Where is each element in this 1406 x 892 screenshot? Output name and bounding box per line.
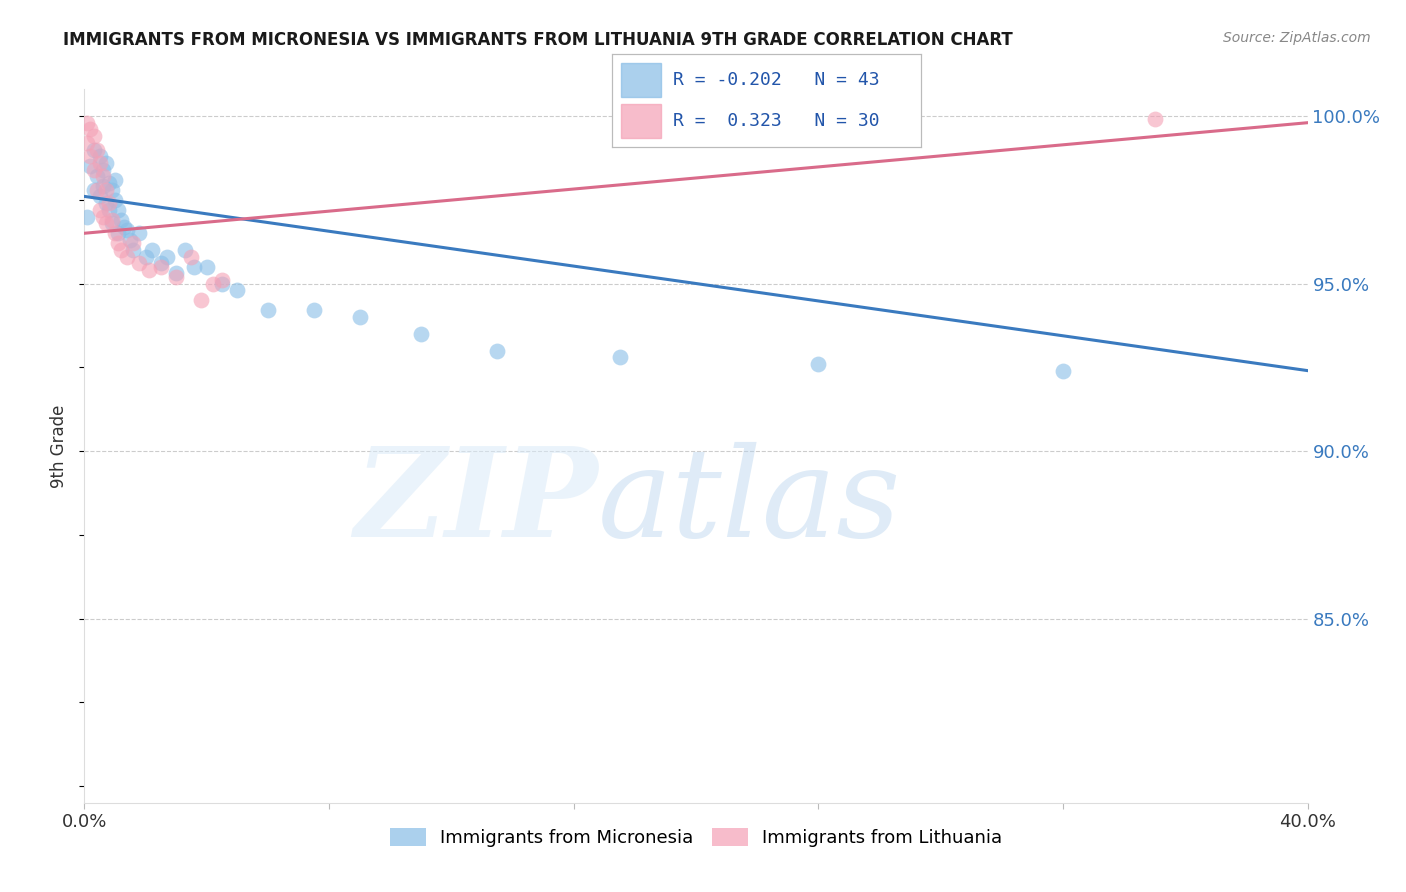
Point (91, 179, 114, 194)
Point (94, 196, 117, 211)
Point (83, 129, 105, 144)
Point (226, 283, 249, 297)
Point (76, 116, 98, 130)
Point (122, 236, 145, 251)
Point (110, 212, 132, 227)
Point (149, 256, 172, 270)
Bar (621, 63, 661, 96)
Point (112, 219, 135, 234)
Point (107, 202, 129, 217)
Text: R =  0.323   N = 30: R = 0.323 N = 30 (673, 112, 880, 130)
Point (211, 273, 233, 287)
Point (110, 243, 132, 257)
Point (807, 357, 830, 371)
Text: R = -0.202   N = 43: R = -0.202 N = 43 (673, 70, 880, 88)
Point (115, 250, 138, 264)
Point (107, 236, 129, 251)
Point (211, 277, 233, 291)
Point (156, 250, 179, 264)
Point (97, 202, 120, 217)
Point (107, 227, 129, 241)
Point (122, 243, 145, 257)
Point (101, 216, 124, 230)
Text: ZIP: ZIP (354, 442, 598, 564)
Point (115, 223, 138, 237)
Point (128, 227, 150, 241)
Point (89, 149, 111, 163)
Point (1052, 363, 1074, 377)
Point (83, 143, 105, 157)
Point (486, 343, 509, 358)
Point (174, 243, 197, 257)
Point (257, 303, 280, 318)
Point (83, 162, 105, 177)
Point (79, 122, 101, 136)
Point (183, 260, 205, 274)
Point (97, 196, 120, 211)
Point (409, 326, 432, 341)
Text: atlas: atlas (598, 442, 901, 564)
Point (101, 183, 124, 197)
Y-axis label: 9th Grade: 9th Grade (51, 404, 69, 488)
Point (141, 243, 163, 257)
Point (135, 250, 157, 264)
Point (86, 183, 108, 197)
Point (302, 303, 325, 318)
Bar (621, 104, 661, 138)
Point (1143, 112, 1166, 127)
Point (89, 202, 111, 217)
Point (89, 189, 111, 203)
Point (120, 233, 142, 247)
Point (104, 172, 127, 186)
Point (83, 183, 105, 197)
Point (91, 210, 114, 224)
Point (94, 156, 117, 170)
Text: IMMIGRANTS FROM MICRONESIA VS IMMIGRANTS FROM LITHUANIA 9TH GRADE CORRELATION CH: IMMIGRANTS FROM MICRONESIA VS IMMIGRANTS… (63, 31, 1012, 49)
Point (165, 267, 187, 281)
Point (79, 149, 101, 163)
Point (609, 350, 631, 364)
Point (101, 212, 124, 227)
Point (97, 176, 120, 190)
Point (94, 183, 117, 197)
Point (195, 260, 218, 274)
Point (128, 256, 150, 270)
Point (91, 169, 114, 184)
Point (201, 277, 224, 291)
Point (349, 310, 371, 324)
Point (165, 269, 187, 284)
Point (104, 193, 127, 207)
Point (190, 293, 212, 308)
Legend: Immigrants from Micronesia, Immigrants from Lithuania: Immigrants from Micronesia, Immigrants f… (382, 821, 1010, 855)
Point (94, 216, 117, 230)
Point (79, 159, 101, 173)
Point (86, 143, 108, 157)
Point (138, 263, 160, 277)
Point (76, 136, 98, 150)
Point (76, 210, 98, 224)
Point (104, 227, 127, 241)
Text: Source: ZipAtlas.com: Source: ZipAtlas.com (1223, 31, 1371, 45)
Point (149, 260, 172, 274)
Point (91, 162, 114, 177)
Point (86, 169, 108, 184)
Point (180, 250, 202, 264)
Point (89, 156, 111, 170)
